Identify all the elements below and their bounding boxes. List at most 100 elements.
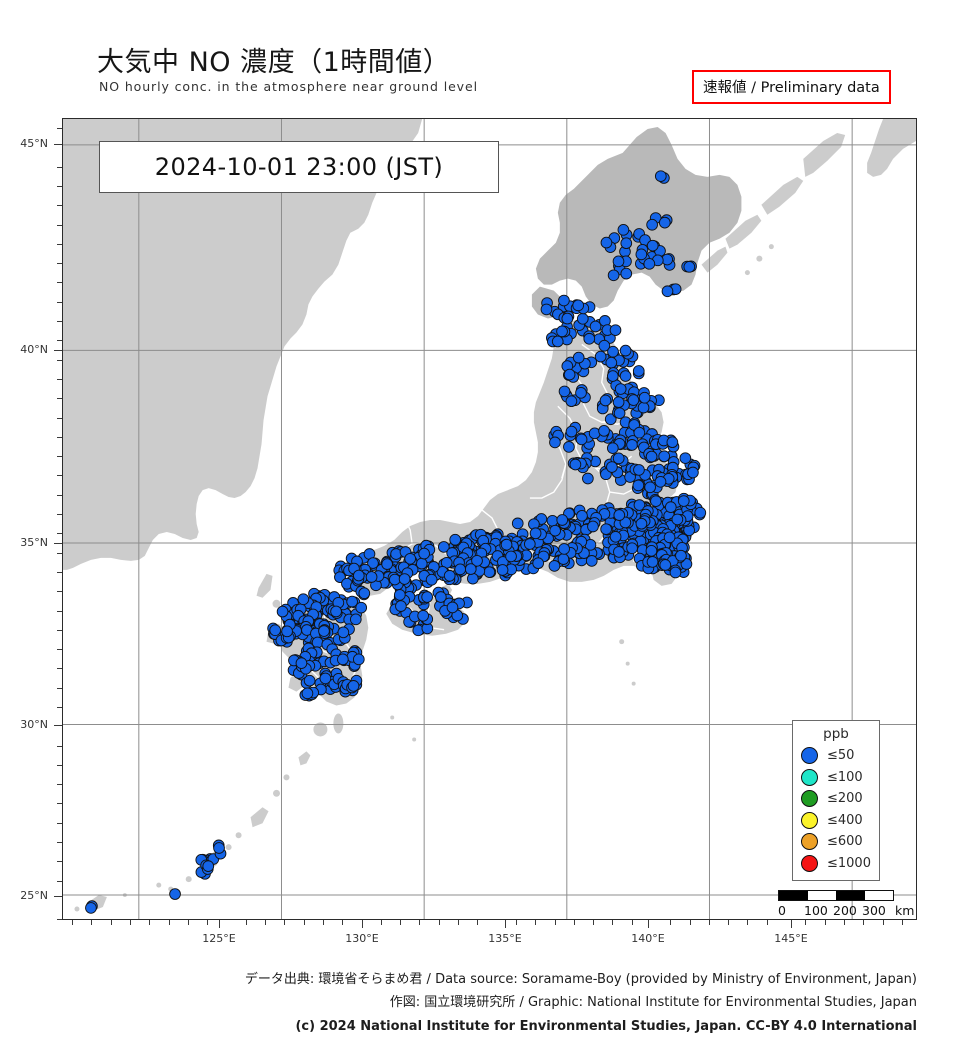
station-marker[interactable] [664, 501, 677, 513]
station-marker[interactable] [600, 523, 612, 536]
station-marker[interactable] [390, 548, 402, 560]
station-marker[interactable] [558, 543, 570, 555]
station-marker[interactable] [546, 514, 559, 527]
station-marker[interactable] [619, 370, 632, 382]
station-marker[interactable] [609, 530, 622, 543]
station-marker[interactable] [532, 557, 545, 570]
station-marker[interactable] [643, 258, 656, 270]
station-marker[interactable] [619, 344, 632, 357]
station-marker[interactable] [582, 472, 594, 485]
station-marker[interactable] [549, 436, 561, 449]
station-marker[interactable] [627, 394, 640, 406]
station-marker[interactable] [576, 312, 589, 325]
station-marker[interactable] [454, 563, 467, 576]
station-marker[interactable] [583, 332, 596, 345]
station-marker[interactable] [548, 560, 561, 572]
station-marker[interactable] [500, 538, 513, 551]
station-marker[interactable] [572, 351, 585, 364]
station-marker[interactable] [598, 424, 610, 437]
station-marker[interactable] [421, 591, 433, 603]
station-marker[interactable] [646, 218, 658, 231]
station-marker[interactable] [346, 595, 358, 608]
station-marker[interactable] [213, 842, 225, 854]
station-marker[interactable] [417, 609, 429, 622]
station-marker[interactable] [635, 517, 648, 530]
station-marker[interactable] [202, 860, 215, 872]
station-marker[interactable] [471, 554, 483, 567]
station-marker[interactable] [319, 672, 332, 685]
station-marker[interactable] [169, 888, 181, 900]
station-marker[interactable] [551, 335, 564, 348]
station-marker[interactable] [565, 425, 578, 438]
station-marker[interactable] [558, 294, 570, 307]
station-marker[interactable] [446, 601, 459, 614]
station-marker[interactable] [683, 260, 696, 273]
station-marker[interactable] [572, 299, 585, 312]
station-marker[interactable] [563, 441, 575, 453]
map-plot-area[interactable]: 2024-10-01 23:00 (JST) ppb ≤50 ≤100 ≤200 ≤4… [62, 118, 917, 920]
station-marker[interactable] [381, 558, 393, 570]
station-marker[interactable] [632, 479, 645, 492]
station-marker[interactable] [565, 395, 578, 408]
station-marker[interactable] [276, 605, 289, 618]
station-marker[interactable] [600, 236, 613, 249]
station-marker[interactable] [561, 312, 574, 325]
station-marker[interactable] [644, 481, 656, 494]
station-marker[interactable] [281, 625, 293, 638]
station-marker[interactable] [605, 356, 618, 369]
station-marker[interactable] [558, 385, 571, 398]
station-marker[interactable] [612, 452, 625, 465]
station-marker[interactable] [496, 564, 509, 576]
station-marker[interactable] [613, 546, 625, 558]
station-marker[interactable] [365, 571, 378, 583]
station-marker[interactable] [606, 442, 619, 455]
station-marker[interactable] [395, 600, 407, 612]
station-marker[interactable] [425, 573, 438, 586]
station-marker[interactable] [337, 626, 350, 639]
station-marker[interactable] [85, 902, 97, 914]
station-marker[interactable] [612, 255, 625, 268]
station-marker[interactable] [661, 285, 674, 298]
station-marker[interactable] [658, 216, 671, 229]
station-marker[interactable] [620, 237, 633, 250]
station-marker[interactable] [352, 653, 365, 666]
station-marker[interactable] [606, 370, 619, 382]
station-marker[interactable] [646, 239, 659, 252]
station-marker[interactable] [398, 573, 411, 585]
station-marker[interactable] [437, 541, 450, 553]
station-marker[interactable] [635, 248, 648, 261]
station-marker[interactable] [358, 587, 371, 600]
station-marker[interactable] [318, 625, 330, 637]
station-marker[interactable] [303, 674, 316, 687]
station-marker[interactable] [606, 461, 618, 473]
station-marker[interactable] [617, 223, 630, 236]
station-marker[interactable] [613, 407, 626, 420]
station-marker[interactable] [687, 466, 699, 479]
station-marker[interactable] [633, 499, 646, 511]
station-marker[interactable] [557, 553, 570, 565]
station-marker[interactable] [576, 509, 588, 522]
station-marker[interactable] [443, 569, 456, 582]
station-marker[interactable] [671, 513, 684, 526]
station-marker[interactable] [556, 325, 568, 338]
station-marker[interactable] [646, 556, 659, 568]
station-marker[interactable] [418, 547, 430, 560]
station-marker[interactable] [632, 365, 645, 377]
station-marker[interactable] [598, 339, 611, 352]
station-marker[interactable] [269, 624, 282, 637]
station-markers-group[interactable] [85, 170, 707, 914]
station-marker[interactable] [633, 464, 645, 476]
station-marker[interactable] [663, 531, 676, 544]
station-marker[interactable] [388, 573, 401, 586]
station-marker[interactable] [614, 383, 627, 395]
station-marker[interactable] [609, 324, 622, 337]
station-marker[interactable] [589, 320, 602, 333]
station-marker[interactable] [604, 413, 617, 426]
station-marker[interactable] [575, 433, 588, 446]
station-marker[interactable] [633, 426, 646, 439]
station-marker[interactable] [594, 350, 607, 363]
station-marker[interactable] [585, 555, 598, 567]
station-marker[interactable] [529, 527, 542, 540]
station-marker[interactable] [587, 520, 599, 533]
station-marker[interactable] [415, 557, 428, 570]
